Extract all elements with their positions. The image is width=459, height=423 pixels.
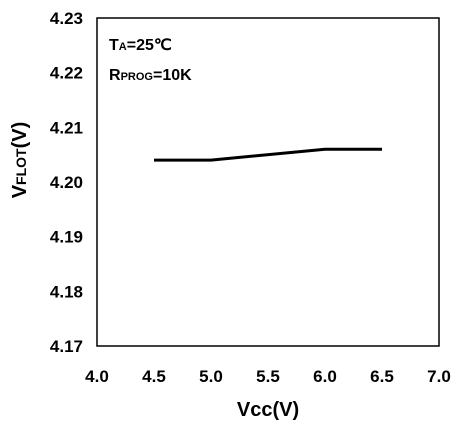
x-tick-label: 6.0 xyxy=(313,367,337,386)
ambient-temp-annotation: TA=25℃ xyxy=(109,37,172,54)
x-tick-label: 5.5 xyxy=(256,367,280,386)
y-tick-label: 4.22 xyxy=(50,64,83,83)
y-tick-label: 4.17 xyxy=(50,337,83,356)
y-tick-label: 4.19 xyxy=(50,228,83,247)
x-axis-title: Vcc(V) xyxy=(237,399,299,421)
rprog-annotation: RPROG=10K xyxy=(109,67,192,84)
x-tick-labels: 4.0 4.5 5.0 5.5 6.0 6.5 7.0 xyxy=(85,367,451,386)
y-tick-labels: 4.17 4.18 4.19 4.20 4.21 4.22 4.23 xyxy=(50,9,83,356)
x-tick-label: 6.5 xyxy=(370,367,394,386)
series-layer xyxy=(154,147,382,162)
y-tick-label: 4.23 xyxy=(50,9,83,28)
x-tick-label: 7.0 xyxy=(427,367,451,386)
y-tick-label: 4.21 xyxy=(50,118,83,137)
y-tick-label: 4.18 xyxy=(50,282,83,301)
y-tick-label: 4.20 xyxy=(50,173,83,192)
series-line xyxy=(154,147,382,162)
x-tick-label: 5.0 xyxy=(199,367,223,386)
plot-frame xyxy=(96,17,440,347)
y-axis-title: VFLOT(V) xyxy=(9,122,31,199)
x-tick-label: 4.5 xyxy=(142,367,166,386)
x-tick-label: 4.0 xyxy=(85,367,109,386)
